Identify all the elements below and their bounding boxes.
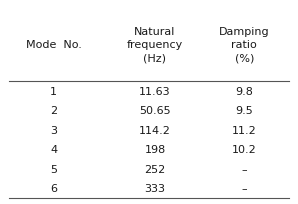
Text: 6: 6 [50, 183, 57, 193]
Text: 333: 333 [145, 183, 165, 193]
Text: 114.2: 114.2 [139, 125, 171, 135]
Text: Damping
ratio
(%): Damping ratio (%) [219, 27, 270, 63]
Text: 11.2: 11.2 [232, 125, 257, 135]
Text: 11.63: 11.63 [139, 86, 171, 96]
Text: 10.2: 10.2 [232, 144, 257, 154]
Text: 198: 198 [144, 144, 166, 154]
Text: 9.8: 9.8 [235, 86, 253, 96]
Text: 3: 3 [50, 125, 57, 135]
Text: 5: 5 [50, 164, 57, 174]
Text: Mode  No.: Mode No. [26, 40, 82, 50]
Text: 4: 4 [50, 144, 57, 154]
Text: –: – [242, 183, 247, 193]
Text: 252: 252 [144, 164, 166, 174]
Text: 2: 2 [50, 106, 57, 116]
Text: 9.5: 9.5 [235, 106, 253, 116]
Text: 1: 1 [50, 86, 57, 96]
Text: –: – [242, 164, 247, 174]
Text: 50.65: 50.65 [139, 106, 171, 116]
Text: Natural
frequency
(Hz): Natural frequency (Hz) [127, 27, 183, 63]
